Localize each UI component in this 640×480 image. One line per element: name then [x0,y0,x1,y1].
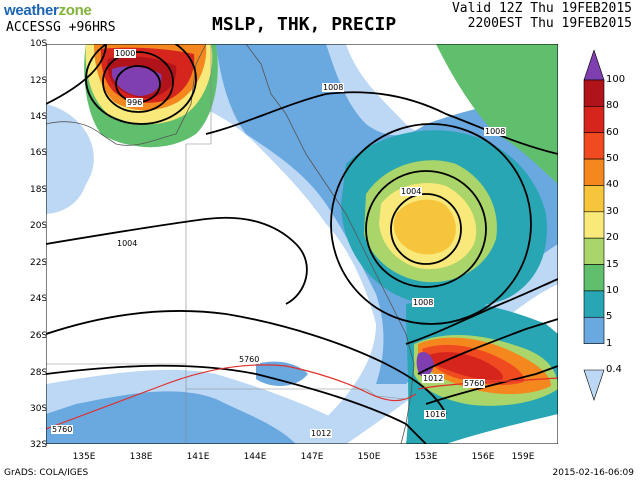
land-background [46,44,415,444]
lon-label: 150E [357,452,381,462]
colorbar-swatch [583,158,605,186]
thickness-5760-main [46,364,417,430]
isobar-label: 1004 [116,239,139,248]
valid-time-local: 2200EST Thu 19FEB2015 [467,16,632,31]
colorbar-level-label: 40 [606,179,619,191]
lat-label: 32S [30,440,48,450]
weatherzone-logo: weatherzone [4,2,92,19]
isobars [46,44,558,444]
logo-zone-text: zone [58,2,92,19]
colorbar-level-label: 100 [606,74,626,85]
thickness-label: 5760 [238,355,261,364]
isobar-1012-east [417,318,558,375]
thickness-label: 5760 [51,425,74,434]
isobar-1008-south [46,310,447,415]
isobar-label: 1008 [484,127,507,136]
colorbar-swatch [583,132,605,160]
weather-map [46,44,558,444]
colorbar-swatch [583,290,605,318]
lon-label: 147E [300,452,324,462]
lon-label: 138E [129,452,153,462]
colorbar-swatch [583,264,605,292]
precip-colorbar [583,50,605,401]
lat-label: 30S [30,404,48,414]
isobar-1006 [365,170,487,288]
credit-text: GrADS: COLA/IGES [4,468,89,478]
isobar-label: 996 [126,98,144,107]
colorbar-level-label: 15 [606,258,619,270]
isobar-1010 [405,278,558,345]
lat-label: 26S [30,331,48,341]
lat-label: 10S [30,39,48,49]
state-border-nsw [186,388,407,400]
colorbar-level-label: 50 [606,153,619,165]
lat-label: 28S [30,368,48,378]
thickness-label: 5760 [463,379,486,388]
valid-time-utc: Valid 12Z Thu 19FEB2015 [451,1,632,16]
logo-weather-text: weather [4,2,59,19]
colorbar-level-label: 30 [606,205,619,217]
lat-label: 22S [30,258,48,268]
lon-label: 153E [414,452,438,462]
isobar-1004-west [46,216,308,305]
colorbar-bottom-arrow [583,369,605,401]
colorbar-level-label: 5 [606,311,613,323]
isobar-label: 1012 [310,429,333,438]
colorbar-level-label: 0.4 [606,364,622,375]
colorbar-top-arrow [583,50,605,81]
lat-label: 12S [30,76,48,86]
isobar-1004-low [390,193,462,265]
isobar-1012-west [46,364,427,444]
isobar-1000 [102,51,174,113]
colorbar-level-label: 80 [606,100,619,112]
lat-label: 20S [30,221,48,231]
colorbar-level-label: 60 [606,126,619,138]
colorbar-level-label: 10 [606,284,619,296]
colorbar-swatch [583,211,605,239]
isobar-north-west [46,44,107,105]
lon-label: 144E [243,452,267,462]
lat-label: 18S [30,185,48,195]
generation-timestamp: 2015-02-16-06:09 [552,468,635,478]
lon-label: 159E [511,452,535,462]
coastline [46,44,415,444]
isobar-label: 1008 [322,83,345,92]
colorbar-swatch [583,79,605,107]
lat-label: 24S [30,294,48,304]
lon-label: 156E [471,452,495,462]
colorbar-level-label: 20 [606,232,619,244]
isobar-label: 1012 [422,374,445,383]
lon-label: 135E [72,452,96,462]
isobar-1008-ring [330,123,532,325]
lat-label: 16S [30,148,48,158]
model-run-label: ACCESSG +96HRS [6,20,116,35]
colorbar-level-label: 1 [606,337,613,349]
colorbar-swatch [583,106,605,134]
isobar-label: 1004 [400,187,423,196]
colorbar-swatch [583,316,605,344]
isobar-label: 1008 [412,298,435,307]
precip-cyclone-north [85,44,213,125]
map-title: MSLP, THK, PRECIP [212,14,397,35]
lat-label: 14S [30,112,48,122]
lon-label: 141E [186,452,210,462]
isobar-label: 1000 [114,49,137,58]
state-border-qld [185,44,212,364]
colorbar-swatch [583,185,605,213]
isobar-label: 1016 [424,410,447,419]
colorbar-swatch [583,237,605,265]
